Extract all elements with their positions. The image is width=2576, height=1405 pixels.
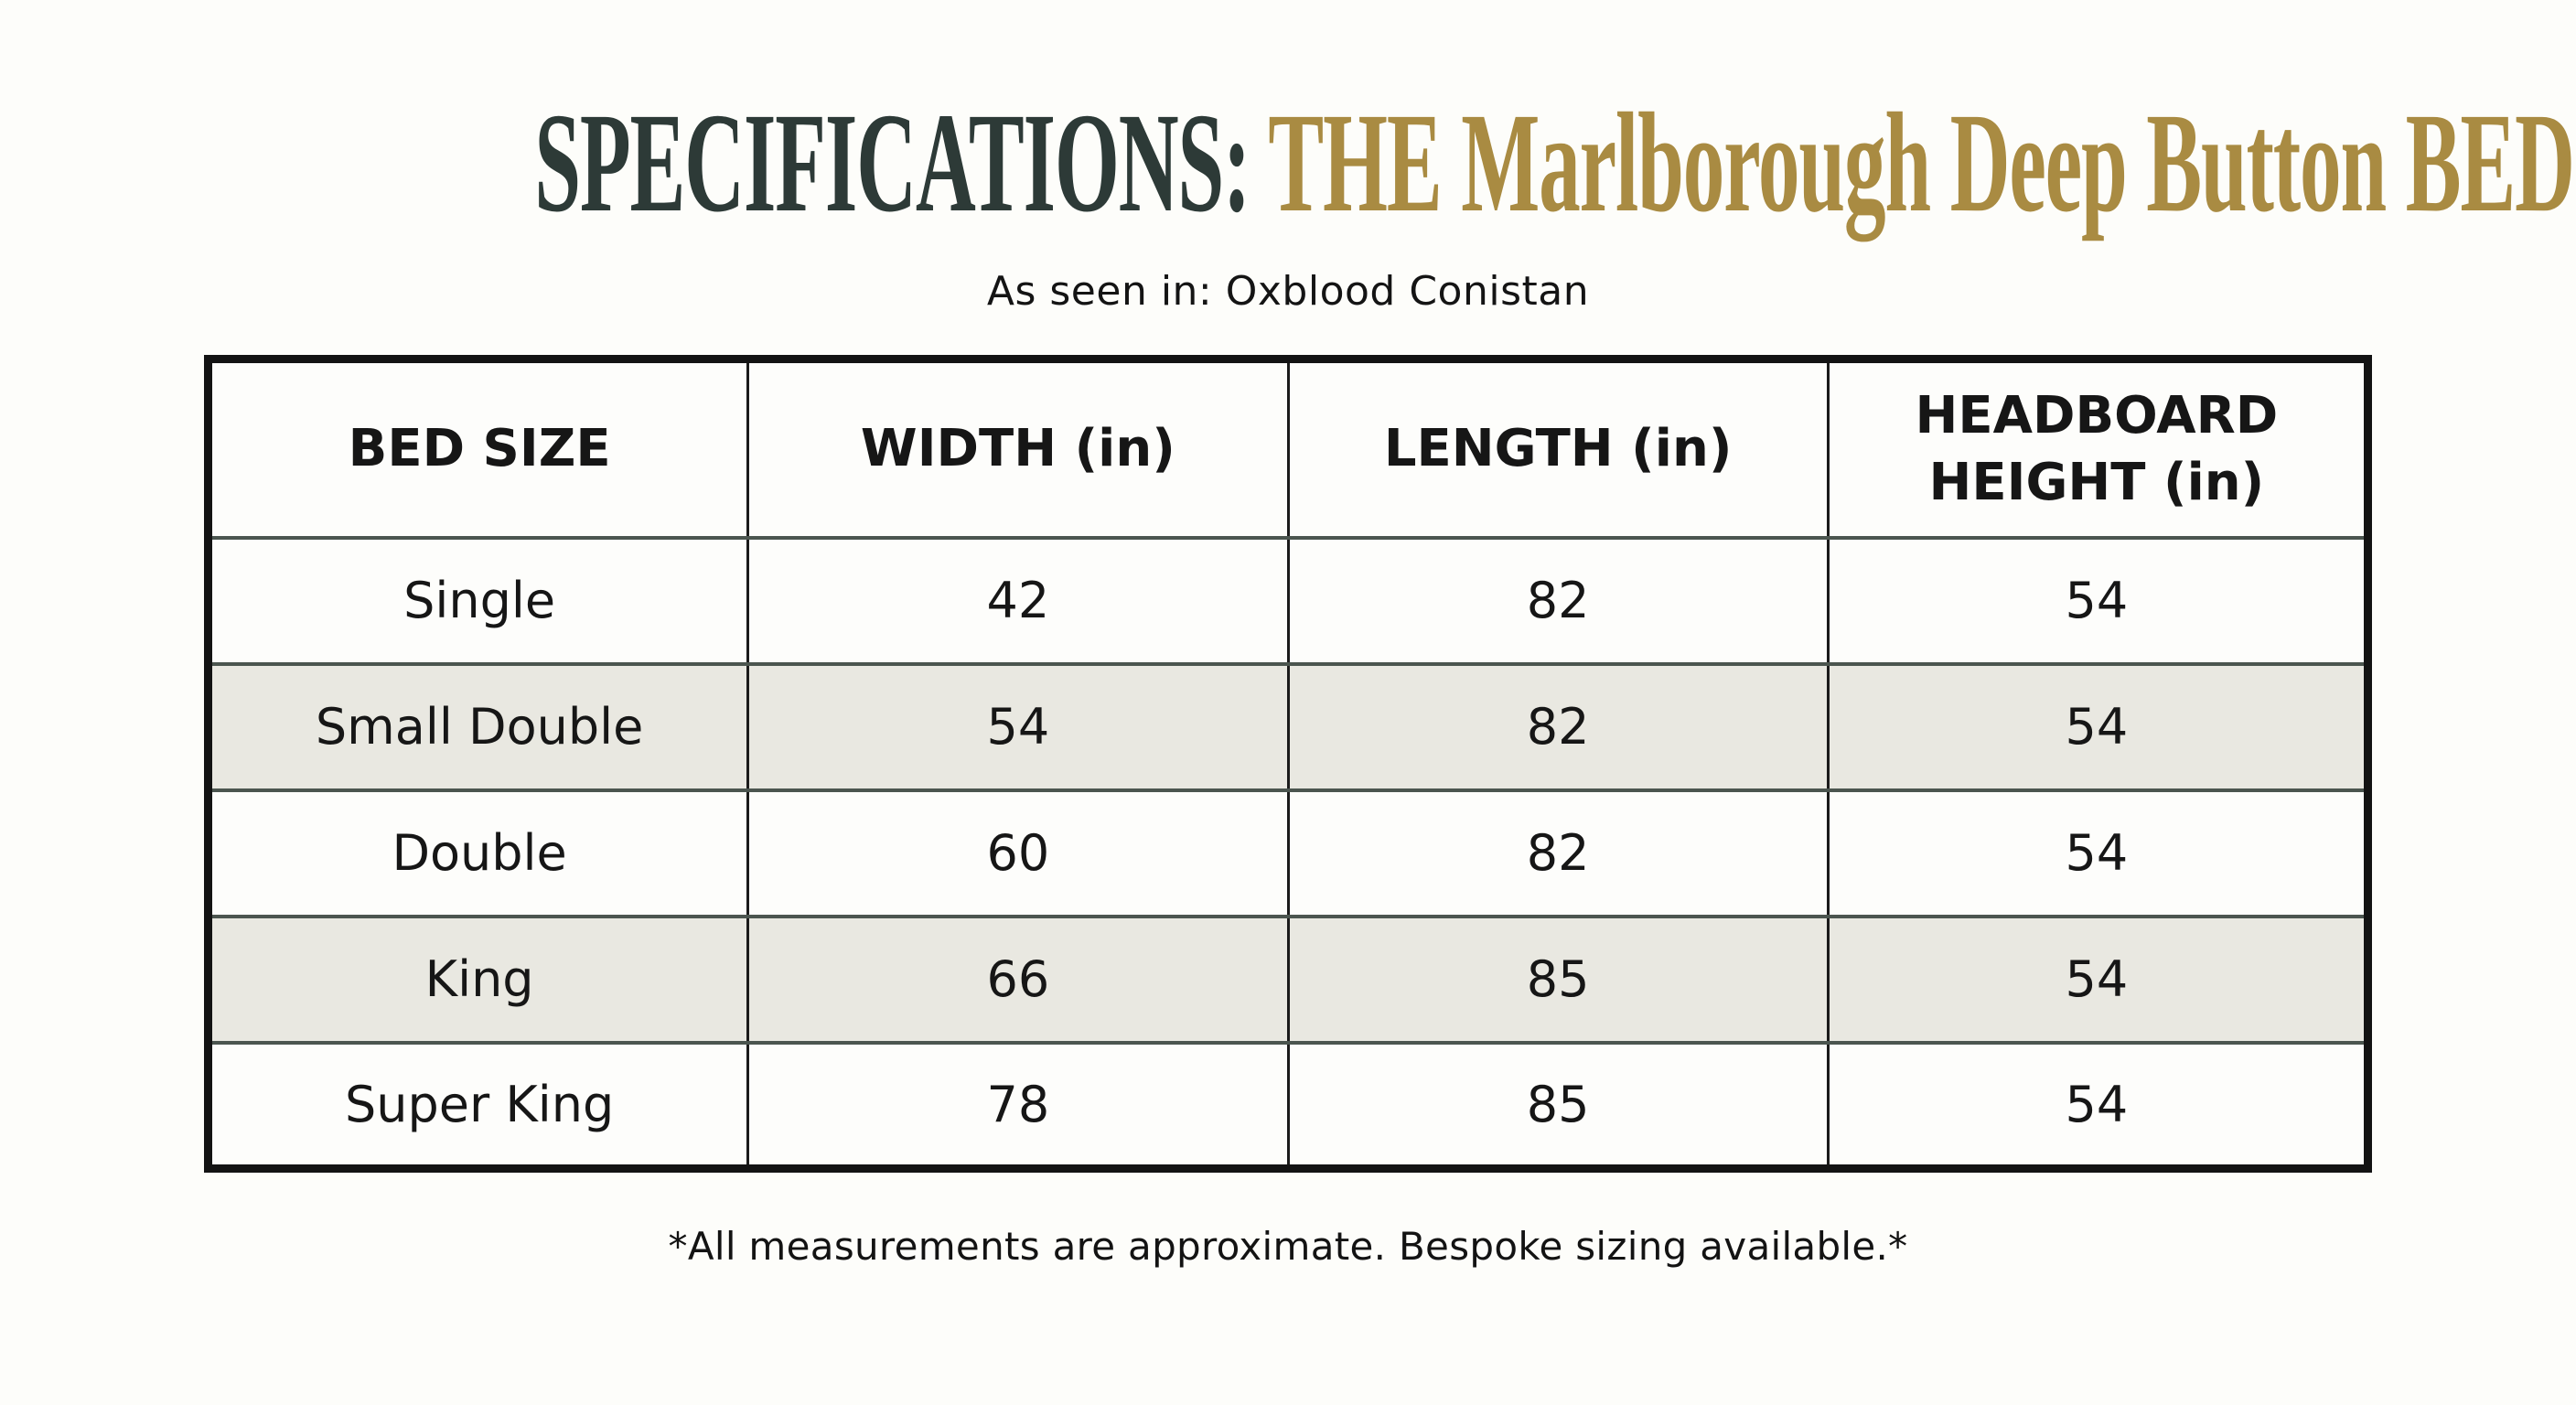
value-cell: 78 <box>746 1040 1290 1171</box>
column-header-width: WIDTH (in) <box>746 357 1290 540</box>
table-row: Small Double 54 82 54 <box>206 661 2370 792</box>
value-cell: 60 <box>746 788 1290 918</box>
value-cell: 54 <box>746 661 1290 792</box>
table-row: King 66 85 54 <box>206 914 2370 1045</box>
title-prefix: SPECIFICATIONS: <box>534 83 1250 241</box>
spec-table: BED SIZE WIDTH (in) LENGTH (in) HEADBOAR… <box>204 355 2372 1174</box>
column-header-bed-size: BED SIZE <box>206 357 750 540</box>
bed-size-cell: Double <box>206 788 750 918</box>
bed-size-cell: Small Double <box>206 661 750 792</box>
value-cell: 54 <box>1826 535 2370 666</box>
value-cell: 66 <box>746 914 1290 1045</box>
column-header-length: LENGTH (in) <box>1286 357 1830 540</box>
value-cell: 54 <box>1826 914 2370 1045</box>
bed-size-cell: King <box>206 914 750 1045</box>
page-title: SPECIFICATIONS: THE Marlborough Deep Butt… <box>534 80 2575 244</box>
table-row: Single 42 82 54 <box>206 535 2370 666</box>
value-cell: 54 <box>1826 788 2370 918</box>
value-cell: 85 <box>1286 1040 1830 1171</box>
spec-sheet-page: SPECIFICATIONS: THE Marlborough Deep Butt… <box>0 80 2576 1405</box>
table-row: Super King 78 85 54 <box>206 1040 2370 1171</box>
value-cell: 85 <box>1286 914 1830 1045</box>
spec-table-body: Single 42 82 54 Small Double 54 82 54 Double 60 82… <box>206 535 2370 1171</box>
table-header-row: BED SIZE WIDTH (in) LENGTH (in) HEADBOAR… <box>206 357 2370 540</box>
table-row: Double 60 82 54 <box>206 788 2370 918</box>
bed-size-cell: Super King <box>206 1040 750 1171</box>
value-cell: 82 <box>1286 788 1830 918</box>
subtitle-as-seen-in: As seen in: Oxblood Conistan <box>986 268 1590 316</box>
footnote: *All measurements are approximate. Bespo… <box>668 1224 1908 1270</box>
title-product-name: THE Marlborough Deep Button BED <box>1268 83 2575 241</box>
value-cell: 82 <box>1286 535 1830 666</box>
value-cell: 54 <box>1826 661 2370 792</box>
value-cell: 82 <box>1286 661 1830 792</box>
value-cell: 54 <box>1826 1040 2370 1171</box>
value-cell: 42 <box>746 535 1290 666</box>
column-header-headboard-height: HEADBOARD HEIGHT (in) <box>1826 357 2370 540</box>
bed-size-cell: Single <box>206 535 750 666</box>
